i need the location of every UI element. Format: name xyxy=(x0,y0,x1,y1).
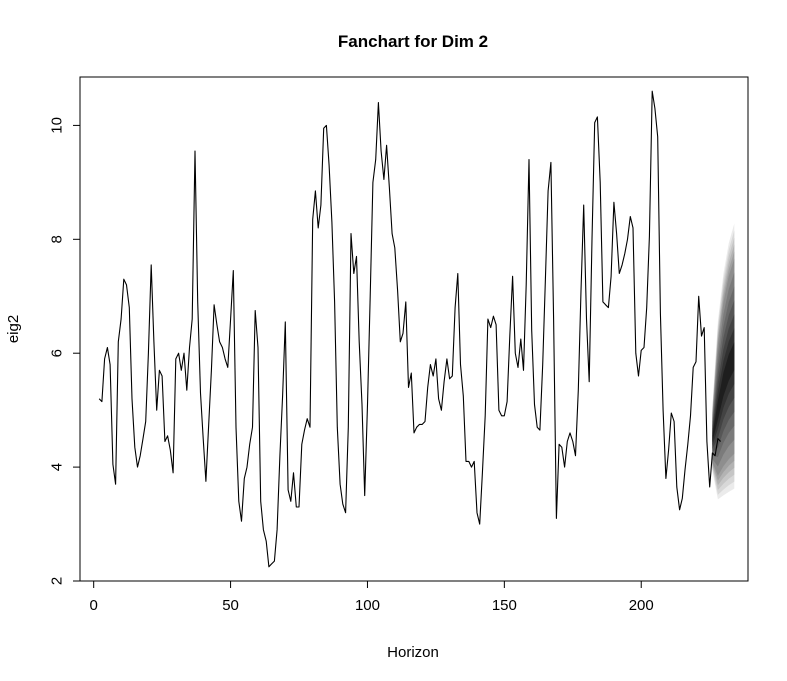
y-tick-label: 6 xyxy=(48,349,65,357)
y-axis: 2 4 6 8 10 xyxy=(48,117,81,585)
x-tick-label: 200 xyxy=(629,597,654,614)
plot-frame xyxy=(79,76,749,582)
y-axis-label: eig2 xyxy=(5,315,22,343)
x-tick-label: 100 xyxy=(355,597,380,614)
fan-band-12 xyxy=(712,342,735,442)
x-axis-label: Horizon xyxy=(387,644,439,661)
x-tick-label: 0 xyxy=(90,597,98,614)
x-axis: 0 50 100 150 200 xyxy=(90,580,654,614)
y-tick-label: 10 xyxy=(48,117,65,134)
chart-title: Fanchart for Dim 2 xyxy=(338,32,488,51)
fan-bands xyxy=(712,223,735,500)
x-tick-label: 50 xyxy=(222,597,239,614)
series-line-eig2 xyxy=(98,90,722,568)
y-tick-label: 8 xyxy=(48,235,65,243)
y-tick-label: 4 xyxy=(48,463,65,471)
y-tick-label: 2 xyxy=(48,577,65,585)
x-tick-label: 150 xyxy=(492,597,517,614)
